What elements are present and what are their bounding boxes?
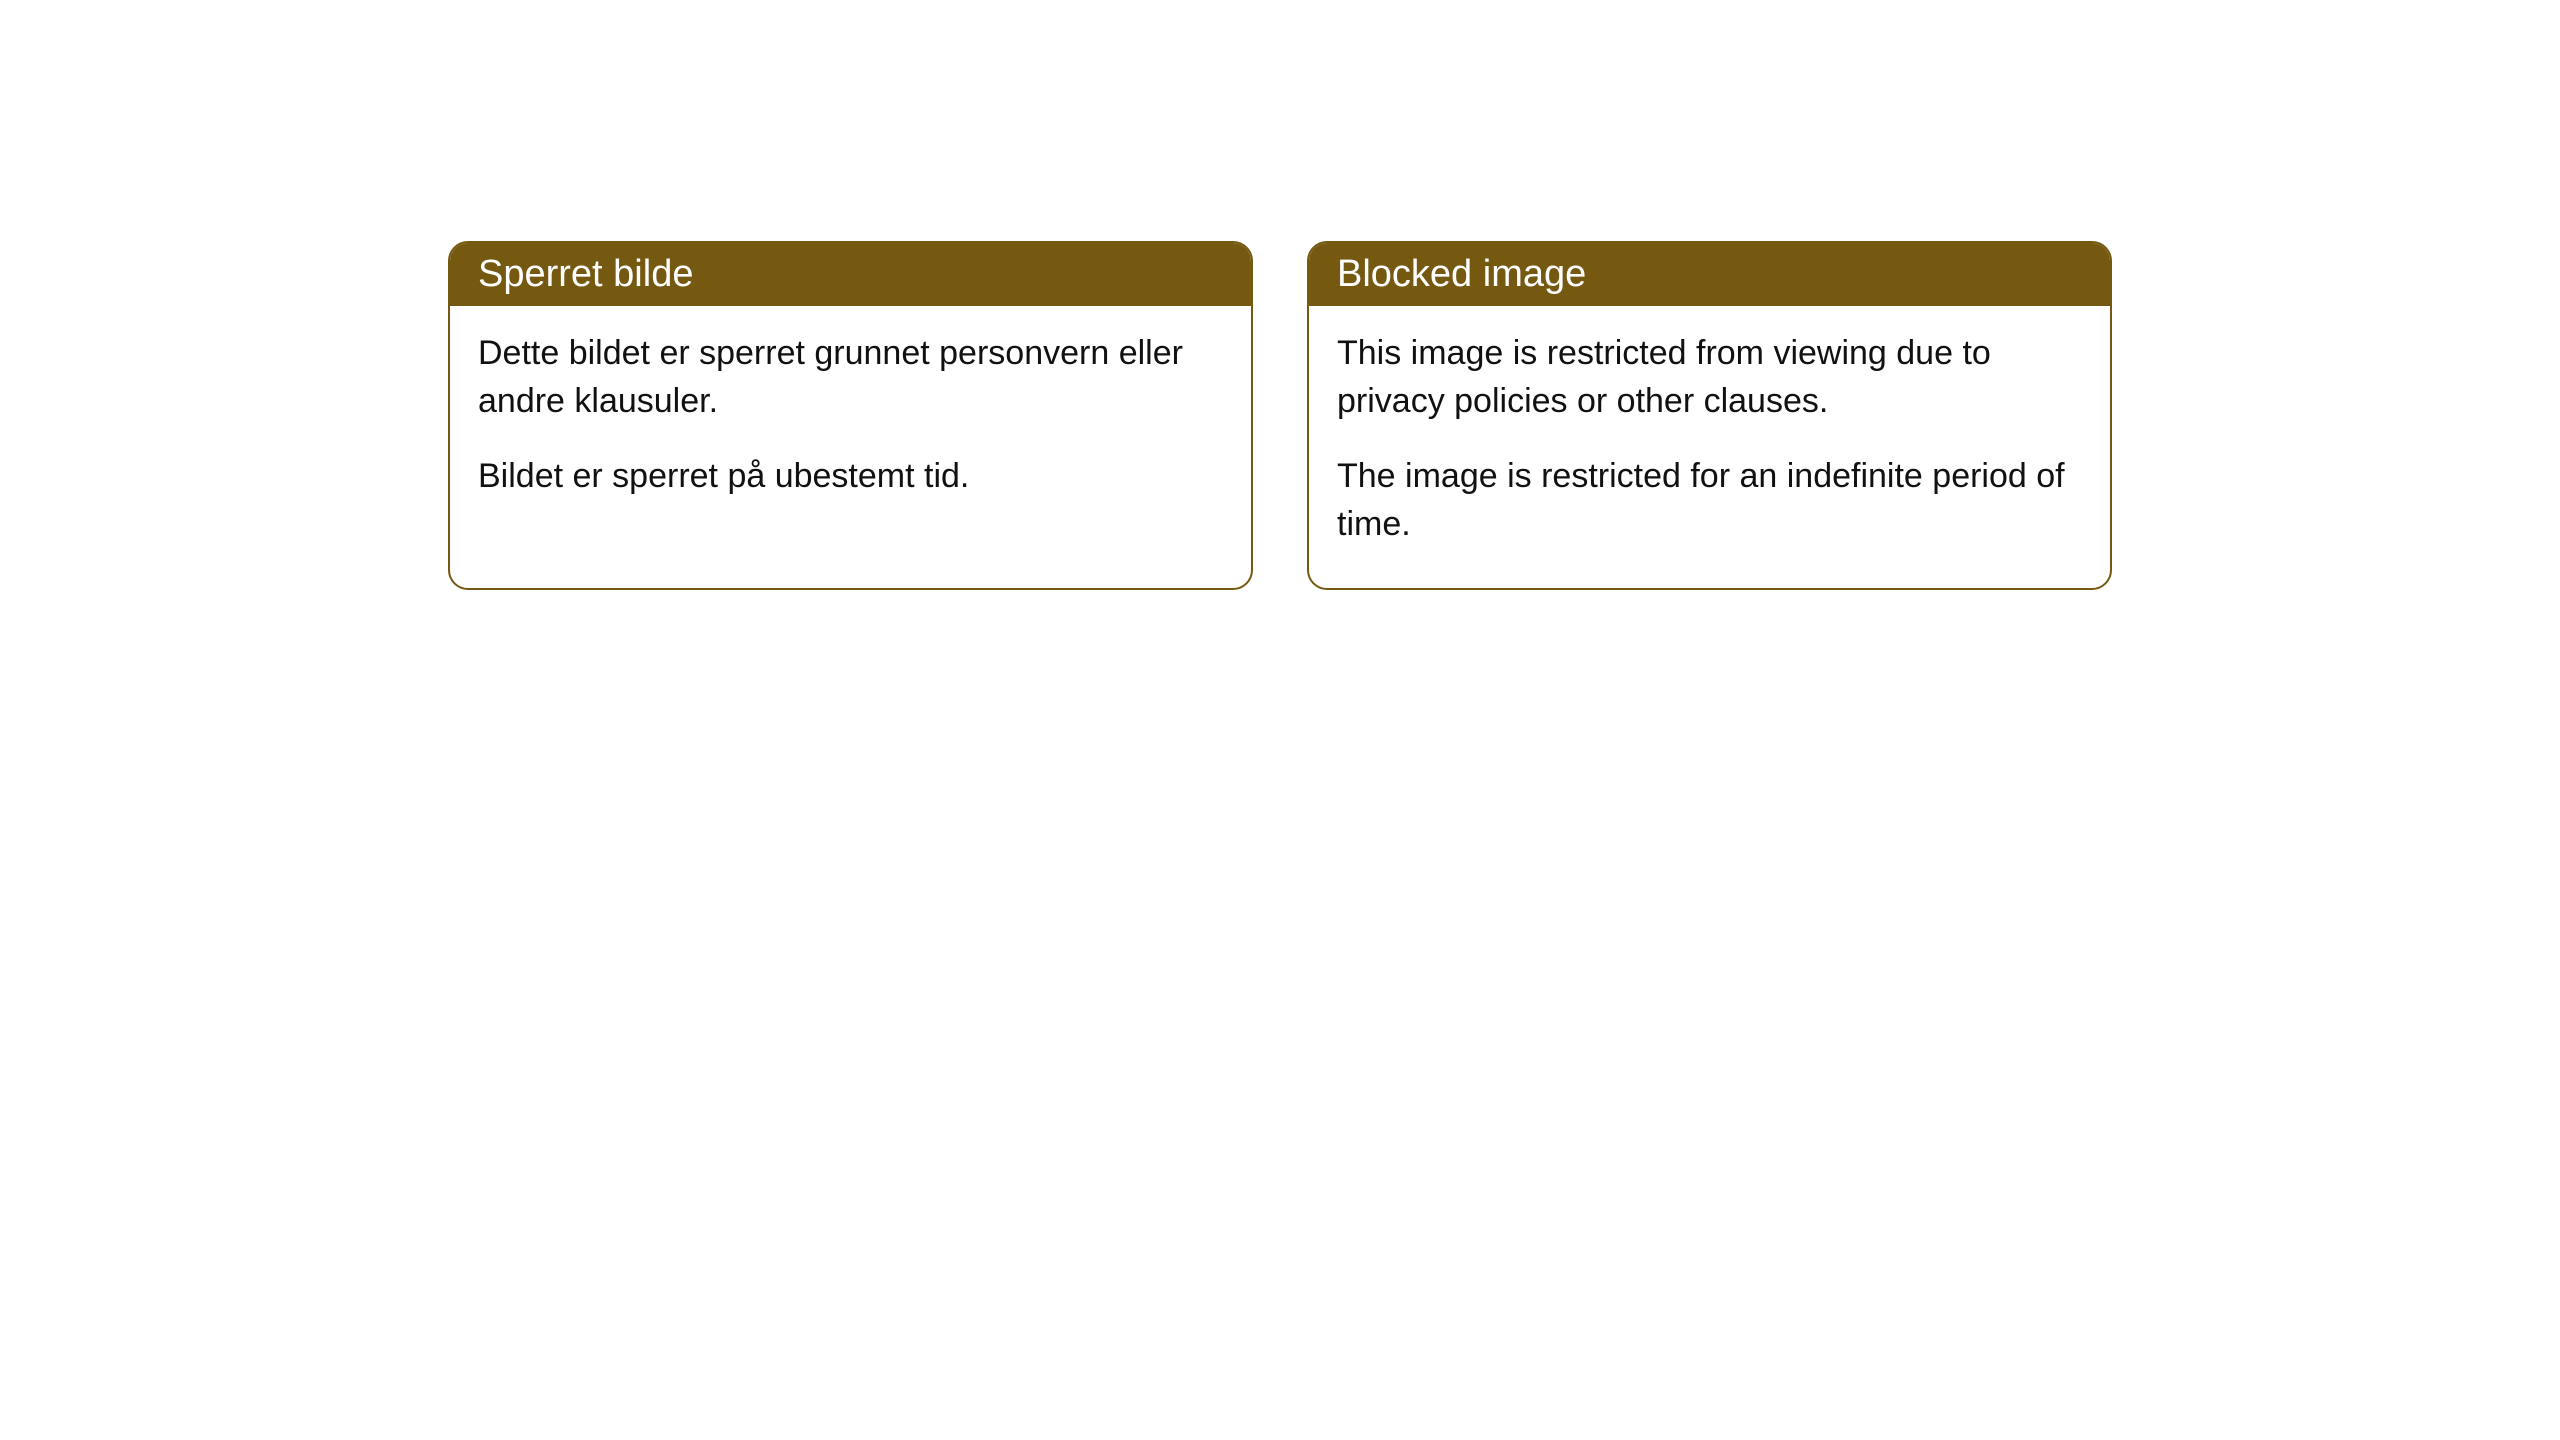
blocked-image-card-english: Blocked image This image is restricted f… [1307, 241, 2112, 590]
card-text-line2-norwegian: Bildet er sperret på ubestemt tid. [478, 453, 1223, 501]
blocked-image-card-norwegian: Sperret bilde Dette bildet er sperret gr… [448, 241, 1253, 590]
card-body-english: This image is restricted from viewing du… [1309, 306, 2110, 588]
card-body-norwegian: Dette bildet er sperret grunnet personve… [450, 306, 1251, 541]
card-header-english: Blocked image [1309, 243, 2110, 306]
card-text-line1-norwegian: Dette bildet er sperret grunnet personve… [478, 330, 1223, 425]
card-header-norwegian: Sperret bilde [450, 243, 1251, 306]
card-container: Sperret bilde Dette bildet er sperret gr… [448, 241, 2112, 590]
card-text-line2-english: The image is restricted for an indefinit… [1337, 453, 2082, 548]
card-text-line1-english: This image is restricted from viewing du… [1337, 330, 2082, 425]
